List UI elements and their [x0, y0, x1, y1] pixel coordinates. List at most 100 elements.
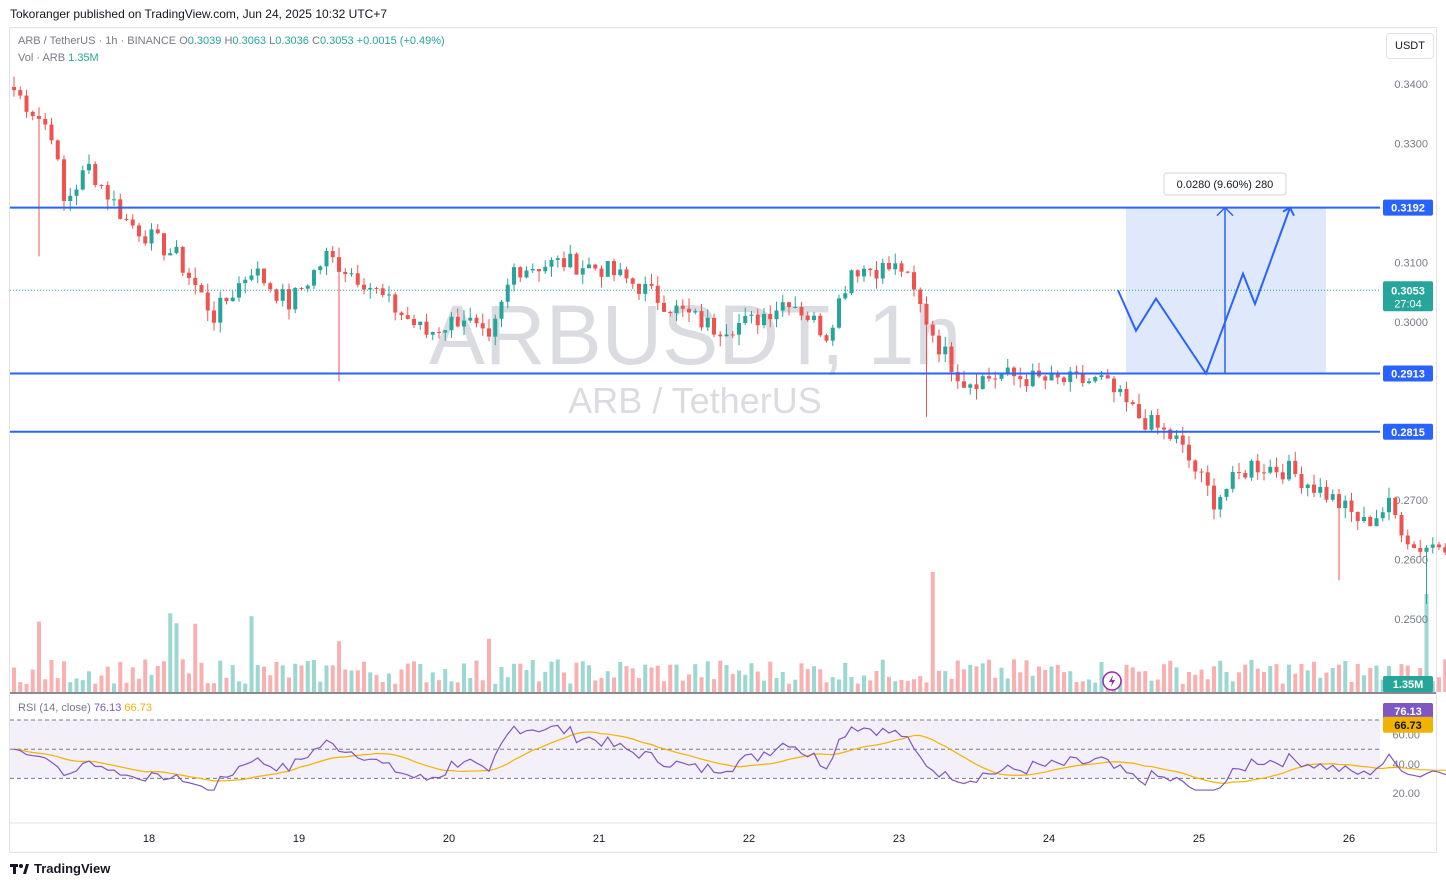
- candle-body: [499, 301, 504, 319]
- candle-body: [1087, 381, 1091, 383]
- candle-body: [712, 317, 716, 335]
- candle-body: [1405, 535, 1410, 545]
- candle-body: [1149, 414, 1154, 430]
- volume-bar: [993, 677, 998, 692]
- volume-bar: [887, 676, 891, 692]
- candle-body: [155, 229, 160, 234]
- volume-bar: [12, 667, 16, 692]
- volume-bar: [262, 666, 266, 692]
- price-tick-label: 0.3100: [1394, 257, 1428, 269]
- candle-body: [1337, 494, 1341, 509]
- candle-body: [518, 267, 523, 278]
- candle-body: [1318, 486, 1323, 493]
- candle-body: [662, 302, 666, 312]
- volume-bar: [1443, 659, 1446, 692]
- currency-button[interactable]: USDT: [1386, 33, 1434, 59]
- volume-bar: [505, 677, 510, 692]
- candle-body: [1018, 376, 1023, 380]
- volume-bar: [1024, 660, 1029, 692]
- volume-bar: [1018, 672, 1023, 692]
- candle-body: [562, 258, 566, 268]
- candle-body: [537, 269, 541, 272]
- candle-body: [593, 264, 598, 269]
- candle-body: [1124, 388, 1129, 403]
- time-tick-label: 25: [1193, 833, 1205, 845]
- price-tick-label: 0.2600: [1394, 555, 1428, 567]
- candle-body: [987, 376, 991, 379]
- candle-body: [174, 246, 179, 254]
- volume-bar: [243, 683, 248, 692]
- volume-bar: [649, 667, 654, 692]
- candle-body: [243, 279, 248, 284]
- rsi-ma-line: [13, 731, 1446, 784]
- candle-body: [1093, 377, 1098, 382]
- volume-bar: [324, 665, 329, 692]
- volume-bar: [1362, 675, 1366, 692]
- candle-body: [424, 321, 429, 335]
- candle-body: [349, 273, 354, 275]
- volume-bar: [337, 641, 341, 692]
- candle-body: [837, 298, 841, 328]
- volume-bar: [37, 621, 41, 692]
- volume-bar: [1087, 679, 1091, 692]
- volume-bar: [1124, 664, 1129, 692]
- volume-bar: [924, 682, 929, 692]
- volume-bar: [1005, 678, 1010, 692]
- volume-bar: [143, 659, 148, 692]
- candle-body: [293, 288, 298, 310]
- volume-bar: [805, 669, 810, 692]
- volume-bar: [974, 666, 979, 692]
- price-tick-label: 0.2700: [1394, 495, 1428, 507]
- candle-body: [999, 374, 1004, 379]
- candle-body: [1055, 372, 1060, 378]
- candle-body: [1437, 544, 1441, 548]
- volume-bar: [1187, 672, 1191, 692]
- volume-bar: [899, 680, 904, 692]
- volume-bar: [793, 679, 798, 692]
- volume-bar: [355, 670, 360, 692]
- candle-body: [930, 324, 935, 336]
- candle-body: [762, 313, 766, 326]
- candle-body: [355, 273, 360, 285]
- candle-body: [830, 327, 835, 341]
- candle-body: [37, 116, 41, 119]
- watermark-subtitle: ARB / TetherUS: [568, 380, 821, 421]
- candle-body: [1312, 484, 1316, 493]
- candle-body: [462, 320, 466, 327]
- candle-body: [755, 314, 760, 326]
- candle-body: [580, 268, 585, 275]
- volume-bar: [780, 671, 785, 692]
- candle-body: [1012, 367, 1016, 377]
- candle-body: [568, 253, 573, 268]
- volume-bar: [287, 677, 291, 692]
- volume-bar: [1162, 664, 1166, 692]
- volume-bar: [1080, 681, 1085, 692]
- candle-body: [655, 285, 660, 303]
- candle-body: [862, 268, 866, 277]
- candle-body: [1180, 435, 1185, 445]
- candle-body: [324, 251, 329, 267]
- candle-body: [824, 335, 829, 341]
- volume-bar: [987, 659, 991, 692]
- candle-body: [524, 270, 529, 278]
- candle-body: [968, 384, 973, 388]
- volume-bar: [437, 680, 441, 692]
- candle-body: [43, 118, 48, 125]
- footer-brand[interactable]: TradingView: [10, 861, 110, 876]
- price-tick-label: 0.3300: [1394, 138, 1428, 150]
- high-value: 0.3063: [232, 35, 267, 47]
- candle-body: [1287, 460, 1291, 480]
- candle-body: [299, 288, 304, 290]
- volume-bar: [405, 663, 410, 692]
- candle-body: [693, 311, 698, 313]
- volume-legend: Vol · ARB 1.35M: [18, 52, 99, 64]
- volume-bar: [937, 670, 941, 692]
- candle-body: [1443, 547, 1446, 553]
- candle-body: [193, 277, 198, 286]
- candle-body: [1262, 472, 1266, 474]
- rsi-current-label: 76.13: [1394, 706, 1422, 718]
- volume-bar: [549, 661, 554, 692]
- time-tick-label: 21: [593, 833, 605, 845]
- watermark-title: ARBUSDT, 1h: [429, 288, 961, 382]
